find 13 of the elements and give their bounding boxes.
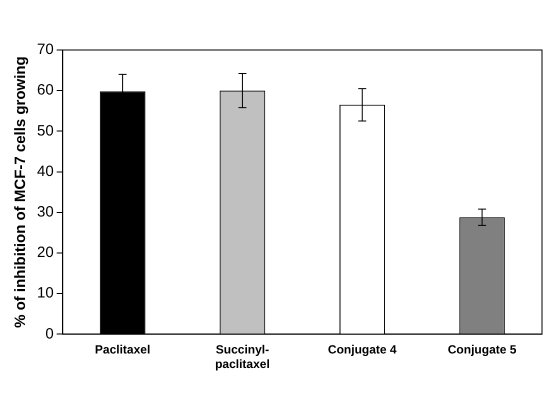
- y-tick-label: 10: [36, 284, 54, 302]
- y-tick-label: 60: [36, 82, 54, 99]
- y-tick-label: 40: [36, 162, 54, 180]
- x-tick-label: Paclitaxel: [94, 342, 150, 357]
- x-tick-label: Conjugate 4: [328, 342, 397, 357]
- x-tick-label: Conjugate 5: [448, 342, 517, 357]
- y-tick-label: 0: [45, 325, 54, 342]
- y-tick-label: 70: [36, 41, 54, 58]
- y-tick-label: 50: [36, 122, 54, 140]
- y-axis-title: % of inhibition of MCF-7 cells growing: [12, 56, 30, 328]
- x-tick-label: Succinyl-paclitaxel: [215, 342, 270, 372]
- y-tick-label: 20: [36, 244, 54, 262]
- y-tick-label: 30: [36, 204, 54, 221]
